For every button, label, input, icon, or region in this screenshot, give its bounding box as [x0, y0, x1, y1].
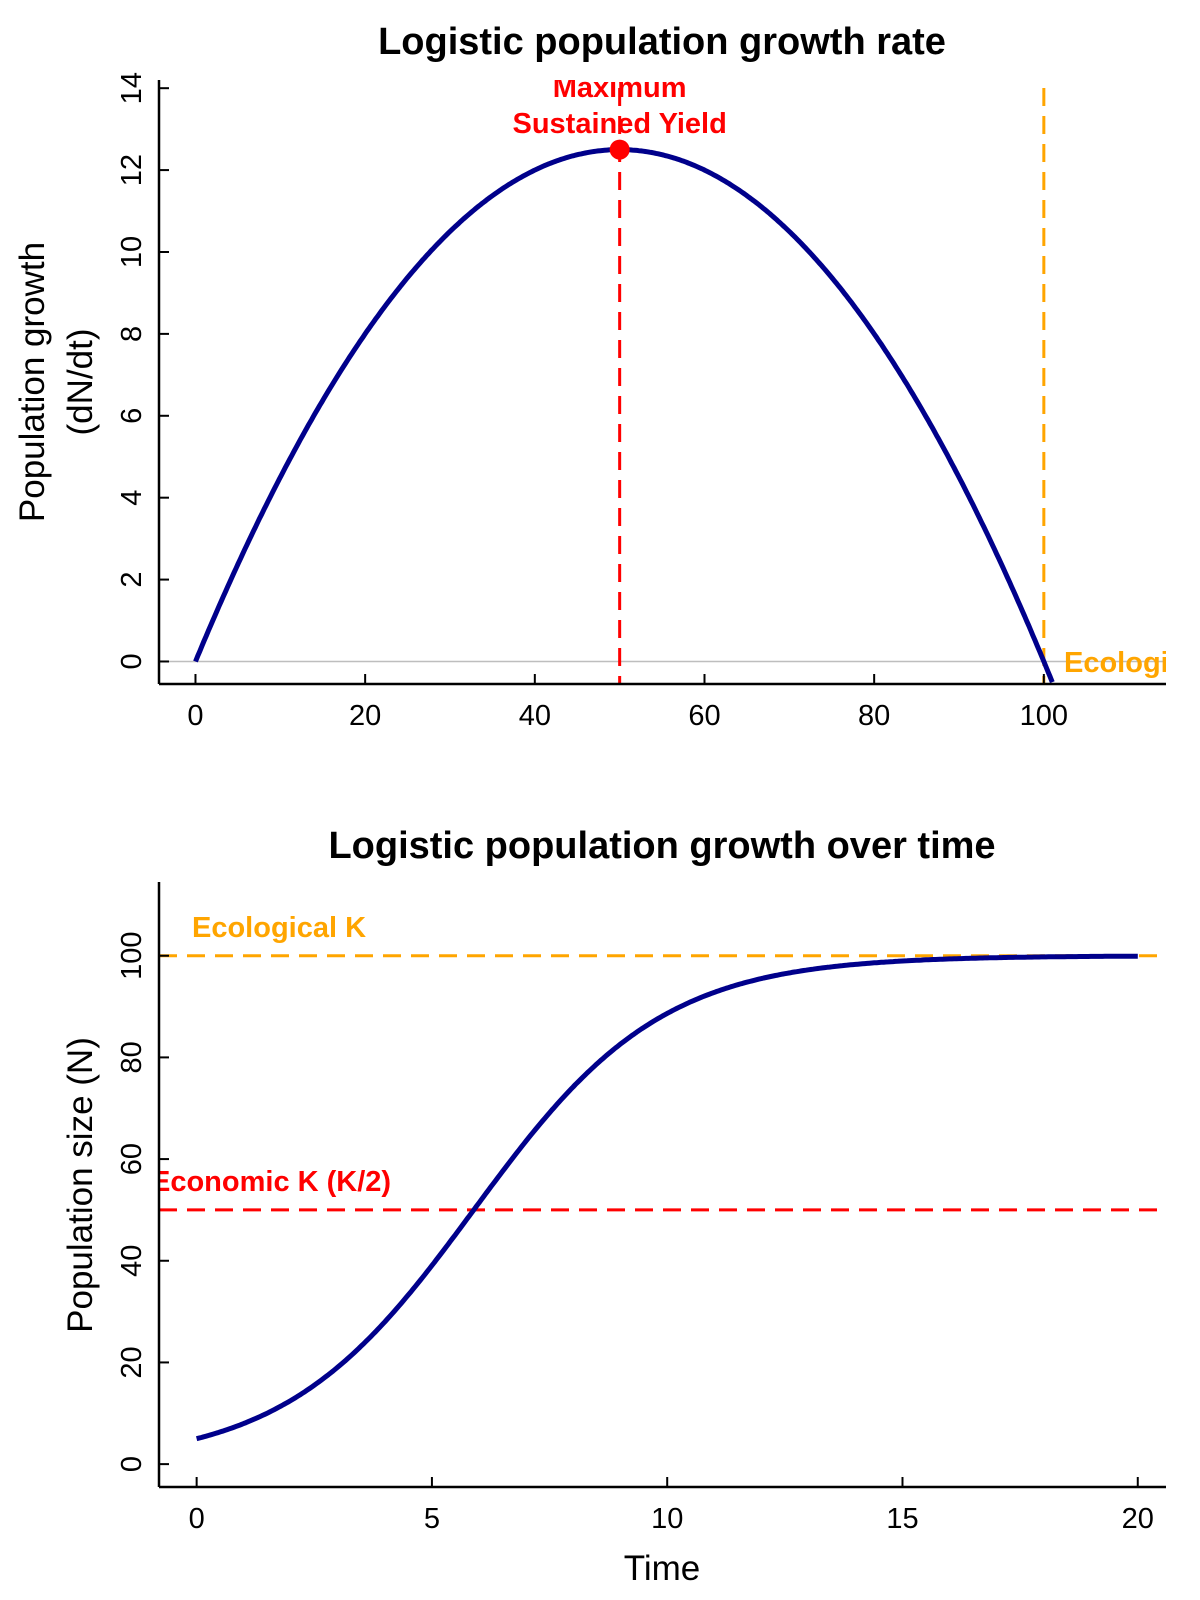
y-tick-label: 80	[116, 1041, 148, 1073]
x-tick-label: 80	[858, 700, 890, 732]
x-tick-label: 40	[519, 700, 551, 732]
top-chart-title: Logistic population growth rate	[378, 21, 946, 63]
x-tick-label: 5	[424, 1503, 440, 1535]
bottom-y-axis-label: Population size (N)	[61, 1037, 100, 1333]
y-tick-label: 4	[116, 490, 148, 506]
ecological-k-label: Ecological K	[192, 912, 366, 944]
economic-k-label: Economic K	[536, 681, 704, 713]
y-tick-label: 12	[116, 154, 148, 186]
top-axes: 0 20 40 60 80 100 0 2 4 6 8 10 12 14	[116, 72, 1166, 732]
x-tick-label: 20	[349, 700, 381, 732]
y-tick-label: 100	[116, 932, 148, 980]
top-y-axis-label-line1: Population growth	[13, 242, 52, 522]
x-tick-label: 0	[187, 700, 203, 732]
y-tick-label: 0	[116, 653, 148, 669]
top-y-axis-label-line2: (dN/dt)	[61, 329, 100, 436]
top-plot-area: Maximum Sustained Yield Economic K Ecologic…	[159, 72, 1200, 713]
y-tick-label: 10	[116, 236, 148, 268]
y-tick-label: 40	[116, 1245, 148, 1277]
y-tick-label: 14	[116, 72, 148, 104]
msy-label-line1: Maximum	[553, 72, 687, 104]
x-tick-label: 20	[1122, 1503, 1154, 1535]
x-tick-label: 60	[688, 700, 720, 732]
economic-k-label: Economic K (K/2)	[151, 1166, 391, 1198]
max-sustained-yield-point	[609, 139, 630, 160]
bottom-plot-area: Ecological K Economic K (K/2)	[151, 912, 1166, 1442]
y-tick-label: 2	[116, 572, 148, 588]
x-tick-label: 100	[1020, 700, 1068, 732]
msy-label-line2: Sustained Yield	[512, 108, 726, 140]
y-tick-label: 0	[116, 1456, 148, 1472]
x-tick-label: 15	[886, 1503, 918, 1535]
y-tick-label: 8	[116, 326, 148, 342]
bottom-x-axis-label: Time	[624, 1549, 700, 1588]
x-tick-label: 0	[189, 1503, 205, 1535]
y-tick-label: 6	[116, 408, 148, 424]
series-line	[193, 147, 1055, 684]
y-tick-label: 20	[116, 1346, 148, 1378]
y-tick-label: 60	[116, 1143, 148, 1175]
x-tick-label: 10	[651, 1503, 683, 1535]
bottom-chart-title: Logistic population growth over time	[328, 825, 995, 867]
series-line	[195, 953, 1138, 1442]
ecological-k-label: Ecological K	[1064, 647, 1200, 679]
bottom-axes: 0 5 10 15 20 0 20 40 60 80 100	[116, 882, 1166, 1535]
